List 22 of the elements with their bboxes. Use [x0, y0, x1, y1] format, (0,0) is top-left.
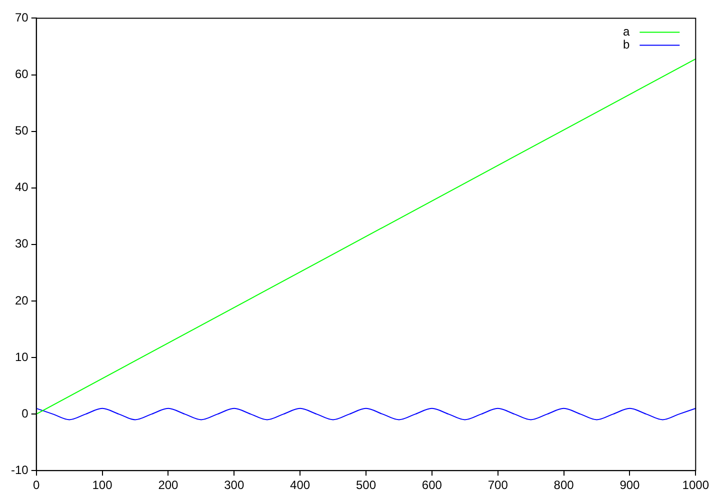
- x-tick-label: 400: [290, 478, 310, 492]
- x-tick-label: 700: [488, 478, 508, 492]
- x-tick-label: 1000: [682, 478, 710, 492]
- y-tick-label: 60: [14, 67, 29, 82]
- x-tick-label: 900: [620, 478, 640, 492]
- x-tick-label: 600: [422, 478, 442, 492]
- y-tick-label: 20: [14, 293, 29, 308]
- x-tick-label: 500: [356, 478, 376, 492]
- y-tick-label: 30: [14, 236, 29, 251]
- y-tick-label: 40: [14, 180, 29, 194]
- y-tick-label: 50: [14, 124, 29, 138]
- y-tick-label: 10: [14, 350, 29, 364]
- legend-label: a: [622, 24, 630, 39]
- legend-label: b: [622, 38, 630, 52]
- y-tick-label: 70: [14, 10, 29, 25]
- x-tick-label: 100: [92, 478, 113, 492]
- y-tick-label: -10: [11, 462, 29, 477]
- x-tick-label: 800: [554, 478, 574, 492]
- x-tick-label: 0: [33, 478, 40, 492]
- x-tick-label: 300: [224, 478, 244, 492]
- y-tick-label: 0: [22, 406, 29, 420]
- x-tick-label: 200: [158, 478, 179, 492]
